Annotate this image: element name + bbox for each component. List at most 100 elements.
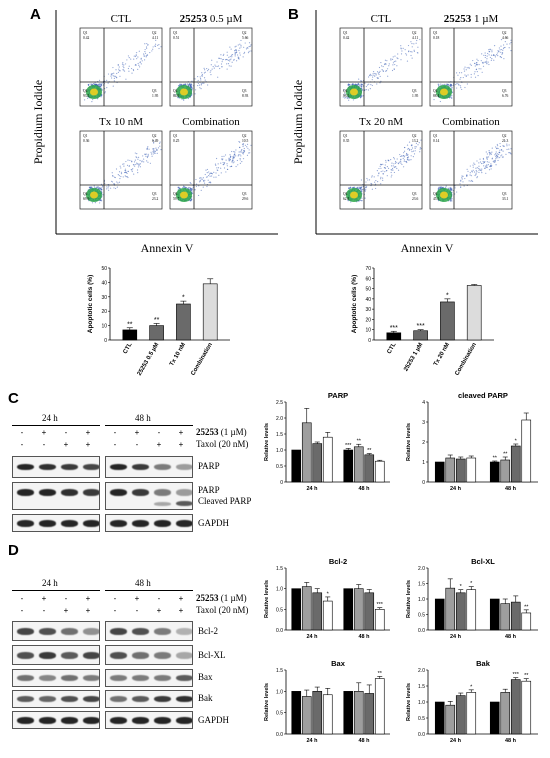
treatment-sign: + <box>178 606 184 615</box>
quad-label: Q4 <box>83 192 88 196</box>
protein-band <box>61 717 78 724</box>
blot-d-drug-label: 25253 (1 µM) <box>196 593 247 603</box>
bar <box>291 449 302 483</box>
bar <box>510 601 521 631</box>
protein-band <box>154 489 171 496</box>
protein-band <box>39 717 56 724</box>
drug-name: 25253 <box>444 13 472 25</box>
treatment-sign: + <box>63 440 69 449</box>
blot-label-cleaved-parp: Cleaved PARP <box>198 496 252 506</box>
treatment-sign: + <box>41 428 47 437</box>
significance-mark: ** <box>357 439 362 445</box>
treatment-sign: - <box>20 594 24 603</box>
y-tick-label: 70 <box>365 266 371 272</box>
quad-value: 84.9 <box>173 94 179 98</box>
significance-mark: ** <box>503 452 508 458</box>
blot-c-drug-label: 25253 (1 µM) <box>196 427 247 437</box>
quad-label: Q1 <box>343 31 348 35</box>
quad-value: 4.66 <box>502 36 508 40</box>
quad-value: 33.1 <box>502 197 508 201</box>
quad-value: 1.95 <box>412 94 418 98</box>
category-label: 48 h <box>358 634 370 640</box>
bar <box>489 598 500 631</box>
blot-c-underline-48h <box>105 425 193 426</box>
quad-label: Q4 <box>433 89 438 93</box>
treatment-sign: - <box>157 428 161 437</box>
quad-value: 6.76 <box>502 94 508 98</box>
treatment-sign: + <box>85 594 91 603</box>
blot-d-time-48h: 48 h <box>135 578 151 588</box>
treatment-sign: - <box>157 594 161 603</box>
blot-d-taxol-label: Taxol (20 nM) <box>196 605 249 615</box>
bar <box>500 603 511 631</box>
y-axis-label: Relative levels <box>406 580 412 618</box>
category-label: 48 h <box>358 486 370 492</box>
quad-value: 0.36 <box>83 139 89 143</box>
protein-band <box>110 489 127 496</box>
bar <box>374 460 385 483</box>
y-tick-label: 2.0 <box>418 566 425 572</box>
protein-band <box>154 675 171 681</box>
significance-mark: ** <box>378 671 383 677</box>
bar <box>489 461 500 483</box>
y-tick-label: 20 <box>365 317 371 323</box>
protein-band <box>61 652 78 659</box>
y-tick-label: 0.0 <box>276 628 283 634</box>
significance-mark: ** <box>127 321 133 328</box>
bcl2-chart: Bcl-2 0.0 0.5 1.0 1.5 Relative levels * 24 h ***… <box>264 557 390 640</box>
plot-title: CTL <box>371 13 392 25</box>
bar <box>353 691 364 735</box>
quad-label: Q2 <box>152 31 157 35</box>
blot-d-time-24h: 24 h <box>42 578 58 588</box>
bar <box>386 332 402 341</box>
protein-band <box>110 628 127 635</box>
blot-label-gapdh-d: GAPDH <box>198 715 230 725</box>
treatment-sign: + <box>178 428 184 437</box>
plot-title: CTL <box>111 13 132 25</box>
dense-core-center <box>350 88 358 96</box>
protein-band <box>176 696 192 702</box>
y-tick-label: 50 <box>101 266 107 272</box>
quad-label: Q2 <box>242 134 247 138</box>
quad-label: Q1 <box>433 31 438 35</box>
quad-value: 0.14 <box>433 139 439 143</box>
quad-value: 69.9 <box>83 197 89 201</box>
quad-value: 8.93 <box>242 94 248 98</box>
protein-band <box>83 489 99 496</box>
treatment-sign: - <box>113 428 117 437</box>
x-axis-label: Annexin V <box>401 241 454 255</box>
bar <box>434 701 445 735</box>
blot-d-gapdh-48h <box>105 711 193 729</box>
protein-band <box>61 489 78 496</box>
quad-value: 0.25 <box>173 139 179 143</box>
protein-band <box>39 652 56 659</box>
protein-band <box>83 696 99 702</box>
protein-band <box>17 464 34 470</box>
significance-mark: ** <box>367 448 372 454</box>
blot-c-parp-24h <box>12 456 100 478</box>
chart-title: Bak <box>476 659 491 668</box>
significance-mark: * <box>182 295 185 302</box>
protein-band <box>39 464 56 470</box>
quad-label: Q4 <box>433 192 438 196</box>
y-tick-label: 1.0 <box>418 700 425 706</box>
protein-band <box>83 717 99 724</box>
category-label: Combination <box>190 342 214 377</box>
blot-label-parp: PARP <box>198 461 220 471</box>
y-tick-label: 1 <box>422 460 425 466</box>
protein-band <box>154 502 171 506</box>
quad-value: 88.4 <box>433 94 439 98</box>
drug-dose: 1 µM <box>471 13 498 25</box>
quad-label: Q3 <box>502 192 507 196</box>
blot-c-gapdh-24h <box>12 514 100 532</box>
significance-mark: *** <box>417 323 425 330</box>
bar <box>521 419 532 483</box>
apoptosis-chart-b: 0 10 20 30 40 50 60 70 Apoptotic cells (%) *** CTL… <box>351 266 494 377</box>
protein-band <box>154 717 171 724</box>
y-axis-label: Propidium Iodide <box>291 80 305 164</box>
blot-c-time-48h: 48 h <box>135 413 151 423</box>
quad-label: Q4 <box>173 192 178 196</box>
quad-value: 6.49 <box>152 139 158 143</box>
quad-value: 0.35 <box>343 139 349 143</box>
protein-band <box>83 520 99 527</box>
